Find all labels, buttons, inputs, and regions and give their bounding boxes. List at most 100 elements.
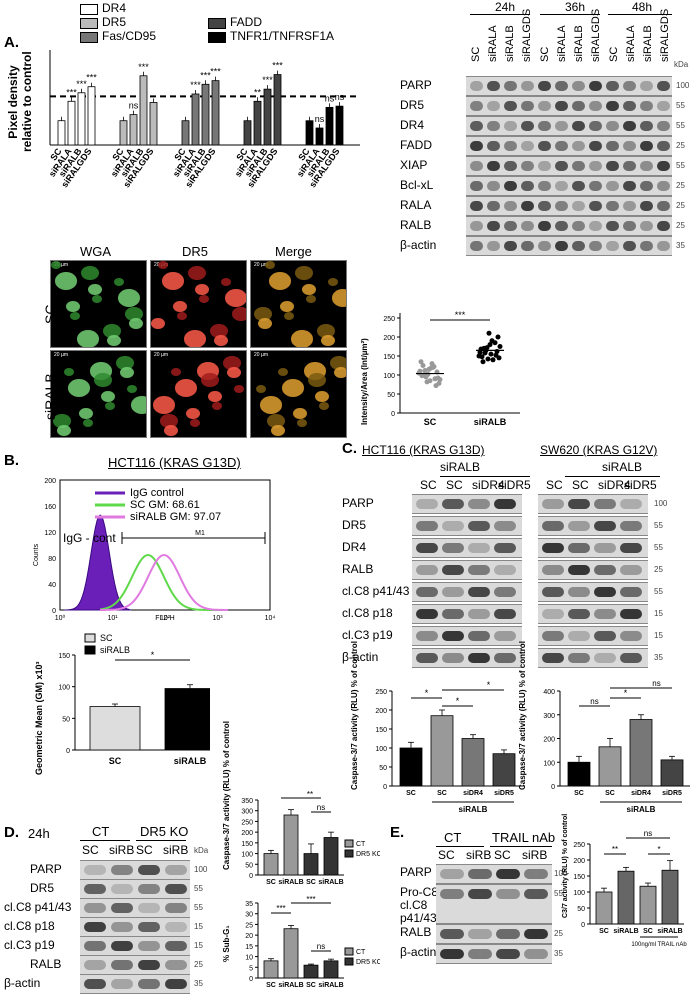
d-band <box>84 884 106 894</box>
a-band <box>504 81 517 91</box>
scatter-tick-label: 150 <box>383 354 395 361</box>
b-legend-sc <box>84 633 96 643</box>
scatter-point <box>433 383 439 389</box>
y-tick-label: 100 <box>543 760 555 767</box>
e-kda: 55 <box>554 889 563 898</box>
a-sig-label: *** <box>210 67 221 77</box>
micro-cell <box>120 367 134 379</box>
micro-image: 20 µm <box>50 350 147 438</box>
micro-cell <box>101 391 115 403</box>
a-band <box>623 221 636 231</box>
micro-cell <box>284 312 294 320</box>
a-band <box>606 101 619 111</box>
c-band <box>620 499 642 509</box>
e-band <box>524 949 548 959</box>
y-tick-label: 150 <box>375 727 387 734</box>
a-band <box>521 241 534 251</box>
a-band <box>555 201 568 211</box>
e-blot-row <box>436 884 552 924</box>
scatter-point <box>482 350 488 356</box>
a-band <box>589 161 602 171</box>
d2-sig: *** <box>276 904 285 913</box>
y-tick-label: 300 <box>241 809 253 816</box>
e-sig: ** <box>612 845 618 854</box>
d-band <box>165 960 187 970</box>
micro-cell <box>51 261 61 269</box>
c-band <box>442 521 464 531</box>
e-band <box>440 949 464 959</box>
c-blot-row <box>412 626 522 646</box>
x-label: SC <box>266 982 276 989</box>
c-band <box>542 499 564 509</box>
micro-row-siralb: siRALB <box>42 373 58 420</box>
a-band <box>657 241 670 251</box>
a-bar <box>77 92 86 146</box>
c-band <box>620 609 642 619</box>
d2-sig: ns <box>317 942 325 951</box>
a-band <box>504 121 517 131</box>
a-band <box>657 181 670 191</box>
d-blot-label: PARP <box>30 862 62 876</box>
micro-cell <box>171 368 181 376</box>
a-bar <box>149 102 158 146</box>
micro-cell <box>319 402 329 410</box>
bar <box>399 747 423 787</box>
a-kda: 35 <box>676 241 685 250</box>
c-band <box>542 587 564 597</box>
c-band <box>568 543 590 553</box>
scatter-point <box>485 356 491 362</box>
d-band <box>165 922 187 932</box>
e-band <box>496 949 520 959</box>
c-blot-row <box>412 516 522 536</box>
a-sig-label: *** <box>200 70 211 80</box>
micro-cell <box>107 335 121 347</box>
micro-cell <box>258 318 272 330</box>
c-lane-label: SC <box>546 478 563 492</box>
c-band <box>594 631 616 641</box>
y-tick-label: 10 <box>245 955 253 962</box>
c-band <box>468 653 490 663</box>
micro-cell <box>293 408 307 420</box>
panel-c-right-title: SW620 (KRAS G12V) <box>540 443 658 457</box>
a-blot-row <box>466 76 672 96</box>
siralb-histogram <box>99 553 229 611</box>
panel-e-letter: E. <box>390 824 405 841</box>
panel-d-time: 24h <box>28 826 50 841</box>
a-blot-row <box>466 216 672 236</box>
d-blot-row <box>80 898 190 918</box>
micro-cell <box>332 289 346 307</box>
a-sig-label: ns <box>335 92 345 102</box>
scatter-x-label: SC <box>424 417 437 427</box>
c-band <box>468 609 490 619</box>
a-band <box>470 81 483 91</box>
bar <box>430 715 454 787</box>
a-bar <box>305 120 314 146</box>
panel-d-kda-header: kDa <box>194 846 209 855</box>
a-lane-label: SC <box>539 46 551 62</box>
a-band <box>538 181 551 191</box>
d1-sig: ns <box>317 803 325 812</box>
x-label: siRALB <box>318 982 343 989</box>
e-note: 100ng/ml TRAIL nAb <box>631 942 687 948</box>
micro-cell <box>282 379 304 397</box>
y-tick-label: 0 <box>383 784 387 791</box>
micro-cell <box>92 295 102 303</box>
a-bar <box>67 100 76 146</box>
e-band <box>468 889 492 899</box>
c-band <box>468 565 490 575</box>
a-band <box>487 161 500 171</box>
y-tick-label: 300 <box>543 713 555 720</box>
bar <box>323 837 339 876</box>
bar <box>492 753 516 787</box>
flow-legend-label: siRALB GM: 97.07 <box>130 511 221 523</box>
micro-cell <box>321 335 335 347</box>
c-band <box>416 631 438 641</box>
scale-bar-label: 20 µm <box>154 352 168 358</box>
d-blot-label: cl.C3 p19 <box>4 938 55 952</box>
a-kda: 25 <box>676 201 685 210</box>
a-band <box>640 181 653 191</box>
d-lane-label: siRB <box>109 843 135 857</box>
c1-sig: * <box>487 680 491 690</box>
a-band <box>487 101 500 111</box>
